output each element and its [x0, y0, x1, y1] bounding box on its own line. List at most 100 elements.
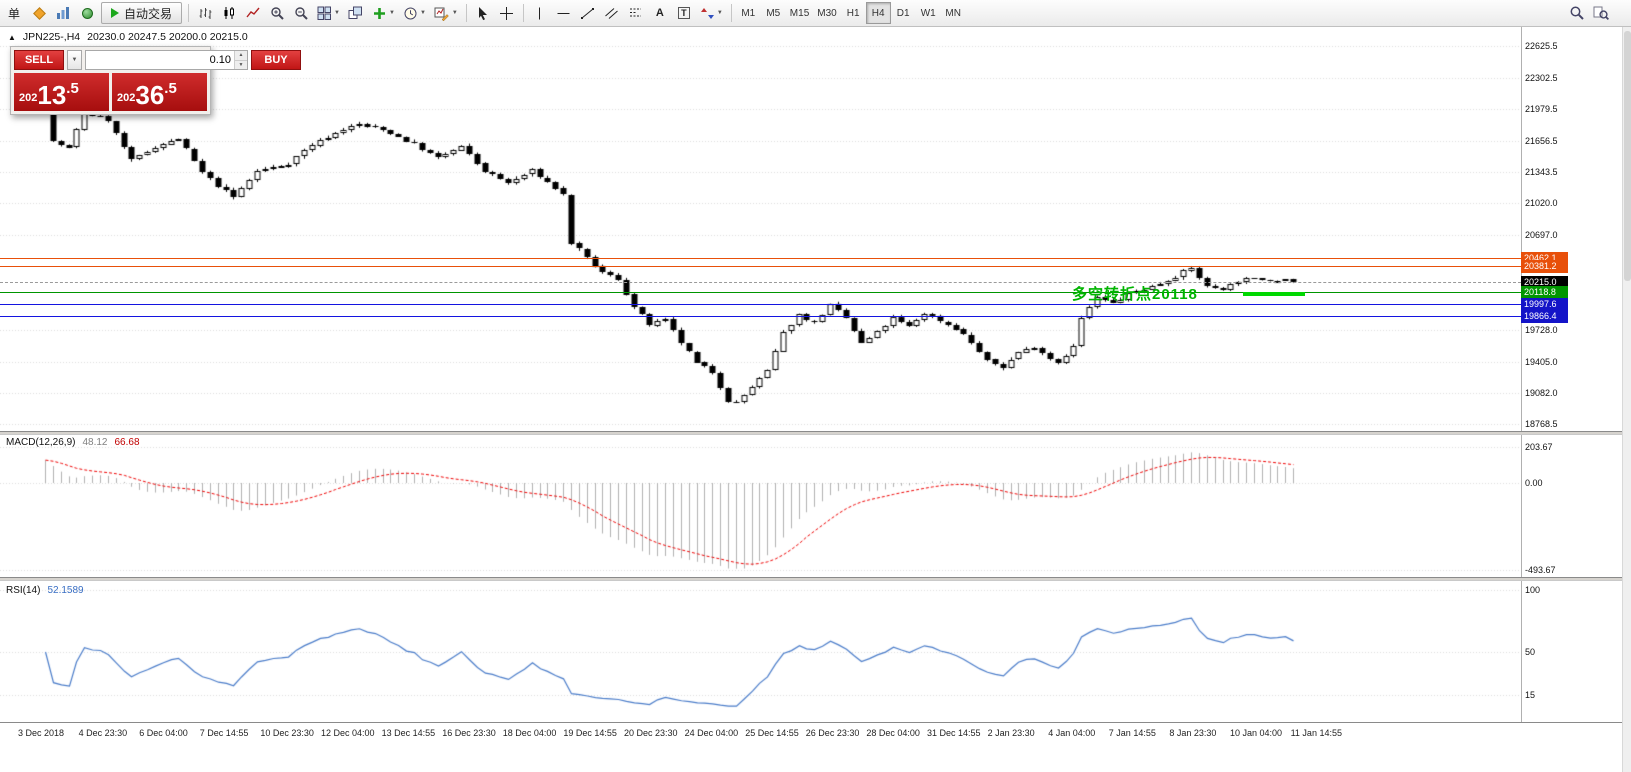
search-button[interactable]	[1565, 2, 1589, 24]
toolbar-separator	[522, 4, 524, 22]
vertical-line-icon	[539, 7, 541, 19]
macd-axis-label: 0.00	[1525, 478, 1543, 488]
timeframe-button-d1[interactable]: D1	[891, 2, 916, 24]
bid-big-digits: 13	[37, 80, 67, 110]
tile-windows-button[interactable]: ▼	[313, 2, 344, 24]
price-axis-label: 18768.5	[1525, 419, 1558, 429]
indicators-plus-icon	[373, 7, 385, 19]
fibonacci-tool-button[interactable]	[624, 2, 648, 24]
bar-chart-button[interactable]	[193, 2, 217, 24]
price-axis-label: 19405.0	[1525, 356, 1558, 367]
trend-line-segment[interactable]	[1243, 292, 1305, 296]
channel-tool-button[interactable]	[600, 2, 624, 24]
cascade-windows-icon	[348, 6, 363, 19]
panel-divider[interactable]	[0, 431, 1631, 435]
price-axis-label: 22302.5	[1525, 72, 1558, 83]
crosshair-icon	[500, 6, 514, 20]
chevron-down-icon: ▼	[388, 10, 395, 16]
ask-fraction: .5	[164, 80, 177, 97]
autotrade-label: 自动交易	[124, 6, 173, 21]
crosshair-button[interactable]	[495, 2, 519, 24]
spinner-down-icon[interactable]: ▼	[235, 60, 247, 69]
timeframe-button-h4[interactable]: H4	[865, 2, 891, 24]
timeframe-button-m15[interactable]: M15	[786, 2, 813, 24]
arrows-icon	[700, 7, 714, 19]
text-label-tool-button[interactable]: T	[672, 2, 696, 24]
volume-spinner: ▲ ▼	[234, 51, 247, 69]
bar-chart-icon	[199, 8, 211, 19]
chart-window-button[interactable]	[51, 2, 75, 24]
shapes-tool-button[interactable]: ▼	[696, 2, 727, 24]
scrollbar-thumb[interactable]	[1624, 31, 1631, 281]
rsi-axis-label: 50	[1525, 647, 1536, 657]
new-order-button[interactable]	[27, 2, 51, 24]
toolbar-separator	[188, 4, 190, 22]
vertical-scrollbar[interactable]	[1622, 27, 1631, 772]
chevron-down-icon: ▼	[419, 10, 426, 16]
zoom-in-icon	[270, 6, 284, 20]
market-watch-button[interactable]	[75, 2, 99, 24]
chart-canvas[interactable]	[0, 27, 1521, 745]
vertical-line-tool-button[interactable]	[528, 2, 552, 24]
text-tool-button[interactable]: A	[648, 2, 672, 24]
ask-prefix: 202	[117, 92, 136, 104]
panel-divider[interactable]	[0, 577, 1631, 581]
fibonacci-icon	[630, 8, 642, 16]
toolbar-right-group	[1565, 2, 1613, 24]
candlestick-chart-button[interactable]	[217, 2, 241, 24]
buy-price[interactable]: 202 36.5	[112, 73, 207, 111]
tile-windows-icon	[317, 6, 332, 20]
timeframe-button-m1[interactable]: M1	[736, 2, 761, 24]
zoom-in-button[interactable]	[265, 2, 289, 24]
trade-options-dropdown[interactable]: ▼	[67, 50, 82, 70]
zoom-out-icon	[294, 6, 308, 20]
clock-icon	[404, 7, 417, 19]
price-tag: 19866.4	[1521, 310, 1568, 323]
toolbar-separator	[465, 4, 467, 22]
cursor-icon	[479, 6, 488, 20]
chevron-down-icon: ▼	[716, 10, 723, 16]
price-axis-label: 20697.0	[1525, 230, 1558, 240]
buy-button[interactable]: BUY	[251, 50, 301, 70]
price-axis-label: 22625.5	[1525, 41, 1558, 51]
timeframe-button-h1[interactable]: H1	[841, 2, 866, 24]
rsi-name: RSI(14)	[6, 585, 41, 596]
orders-menu[interactable]: 单	[8, 6, 21, 21]
timeframe-button-mn[interactable]: MN	[941, 2, 966, 24]
symbol-search-button[interactable]	[1589, 2, 1613, 24]
timeframe-button-m30[interactable]: M30	[813, 2, 840, 24]
autotrade-button[interactable]: 自动交易	[101, 2, 183, 24]
ask-big-digits: 36	[135, 80, 165, 110]
price-tag: 20215.0	[1521, 276, 1568, 289]
zoom-out-button[interactable]	[289, 2, 313, 24]
horizontal-line-icon	[557, 12, 570, 14]
line-chart-button[interactable]	[241, 2, 265, 24]
sell-price[interactable]: 202 13.5	[14, 73, 109, 111]
sell-button[interactable]: SELL	[14, 50, 64, 70]
chart-symbol: JPN225-,H4	[22, 31, 81, 43]
volume-input[interactable]	[86, 51, 234, 69]
cascade-windows-button[interactable]	[344, 2, 368, 24]
chevron-down-icon: ▼	[71, 57, 78, 63]
indicators-button[interactable]: ▼	[368, 2, 399, 24]
timeframe-button-w1[interactable]: W1	[916, 2, 941, 24]
bid-prefix: 202	[19, 92, 38, 104]
chart-title: ▲ JPN225-,H4 20230.0 20247.5 20200.0 202…	[8, 31, 248, 43]
trendline-tool-button[interactable]	[576, 2, 600, 24]
spinner-up-icon[interactable]: ▲	[235, 51, 247, 61]
templates-button[interactable]: ▼	[430, 2, 462, 24]
macd-name: MACD(12,26,9)	[6, 437, 76, 448]
symbol-search-icon	[1593, 6, 1609, 21]
price-axis-label: 21020.0	[1525, 198, 1558, 209]
horizontal-line-tool-button[interactable]	[552, 2, 576, 24]
timeframe-button-m5[interactable]: M5	[761, 2, 786, 24]
price-axis-label: 21979.5	[1525, 104, 1558, 115]
cursor-button[interactable]	[471, 2, 495, 24]
annotation-text[interactable]: 多空转折点20118	[1072, 286, 1198, 303]
template-icon	[434, 7, 449, 21]
macd-value-main: 48.12	[82, 437, 108, 448]
rsi-value: 52.1589	[47, 585, 84, 596]
macd-axis-label: -493.67	[1525, 565, 1556, 576]
periods-button[interactable]: ▼	[399, 2, 430, 24]
